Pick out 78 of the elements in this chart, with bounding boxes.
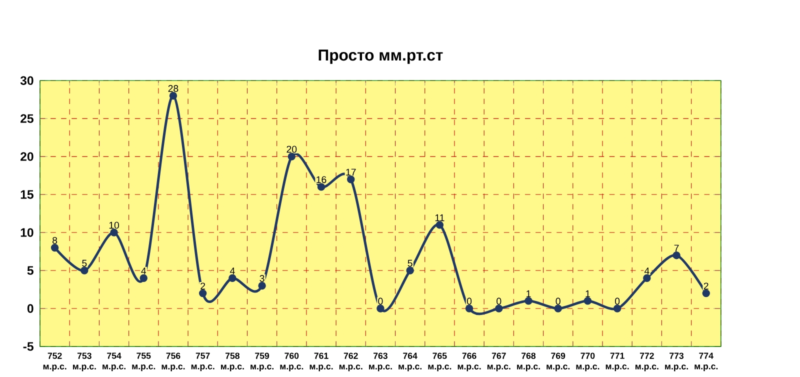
data-label: 0 bbox=[556, 298, 560, 305]
point bbox=[198, 289, 207, 298]
data-label: 20 bbox=[286, 146, 297, 153]
data-label: 0 bbox=[378, 298, 383, 305]
data-label: 0 bbox=[496, 298, 502, 305]
data-label: 5 bbox=[408, 260, 412, 267]
data-label: 7 bbox=[674, 244, 679, 252]
point bbox=[613, 304, 622, 312]
data-label: 2 bbox=[704, 282, 708, 290]
point bbox=[524, 297, 532, 305]
point bbox=[643, 274, 651, 282]
x-tick-label: 753 м.р.с. bbox=[72, 352, 96, 372]
y-tick-label: 5 bbox=[27, 266, 34, 275]
x-tick-label: 769 м.р.с. bbox=[546, 352, 570, 372]
x-tick-label: 757 м.р.с. bbox=[191, 352, 214, 372]
data-label: 1 bbox=[526, 290, 531, 298]
y-tick-label: -5 bbox=[23, 342, 34, 351]
point bbox=[140, 274, 148, 282]
x-tick-label: 760 м.р.с. bbox=[280, 352, 304, 372]
x-tick-label: 768 м.р.с. bbox=[517, 352, 540, 372]
point bbox=[169, 92, 178, 100]
x-tick-label: 752 м.р.с. bbox=[43, 352, 66, 372]
point bbox=[702, 289, 710, 298]
x-tick-label: 759 м.р.с. bbox=[250, 352, 274, 372]
point bbox=[80, 266, 88, 274]
point bbox=[228, 274, 236, 282]
x-tick-label: 771 м.р.с. bbox=[606, 352, 629, 372]
x-tick-label: 763 м.р.с. bbox=[369, 352, 392, 372]
point bbox=[50, 244, 59, 252]
point bbox=[110, 228, 118, 236]
point bbox=[495, 304, 503, 312]
x-tick-label: 755 м.р.с. bbox=[132, 352, 156, 372]
x-tick-label: 772 м.р.с. bbox=[635, 352, 658, 372]
point bbox=[258, 282, 266, 290]
point bbox=[346, 175, 355, 184]
data-label: 0 bbox=[466, 298, 472, 305]
point bbox=[406, 266, 414, 274]
x-tick-label: 766 м.р.с. bbox=[458, 352, 481, 372]
point bbox=[317, 183, 326, 191]
data-label: 5 bbox=[82, 260, 87, 267]
y-tick-label: 30 bbox=[20, 76, 34, 85]
x-tick-label: 758 м.р.с. bbox=[221, 352, 244, 372]
x-tick-label: 761 м.р.с. bbox=[310, 352, 333, 372]
y-tick-label: 20 bbox=[20, 152, 34, 161]
x-tick-label: 767 м.р.с. bbox=[487, 352, 510, 372]
data-label: 4 bbox=[230, 268, 235, 274]
data-label: 0 bbox=[615, 298, 620, 305]
data-label: 11 bbox=[435, 214, 444, 222]
data-label: 28 bbox=[168, 85, 178, 92]
y-tick-label: 0 bbox=[27, 304, 34, 313]
point bbox=[554, 304, 562, 312]
x-tick-label: 773 м.р.с. bbox=[665, 352, 688, 372]
data-label: 3 bbox=[260, 274, 264, 282]
x-tick-label: 762 м.р.с. bbox=[339, 352, 362, 372]
point bbox=[436, 221, 444, 229]
y-tick-label: 25 bbox=[20, 114, 34, 123]
y-tick-label: 10 bbox=[20, 228, 34, 237]
x-tick-label: 754 м.р.с. bbox=[102, 352, 126, 372]
data-label: 17 bbox=[346, 168, 356, 176]
data-label: 1 bbox=[586, 290, 590, 298]
data-label: 4 bbox=[644, 268, 650, 274]
point bbox=[376, 304, 384, 312]
point bbox=[584, 297, 592, 305]
x-tick-label: 765 м.р.с. bbox=[428, 352, 452, 372]
point bbox=[672, 251, 680, 260]
chart-title: Просто мм.рт.ст bbox=[318, 50, 443, 64]
data-label: 16 bbox=[316, 176, 326, 184]
y-tick-label: 15 bbox=[20, 190, 34, 199]
x-tick-label: 770 м.р.с. bbox=[576, 352, 600, 372]
data-label: 2 bbox=[200, 282, 206, 290]
x-tick-label: 756 м.р.с. bbox=[162, 352, 185, 372]
data-label: 4 bbox=[141, 268, 146, 274]
x-tick-label: 774 м.р.с. bbox=[694, 352, 718, 372]
point bbox=[288, 152, 296, 160]
data-label: 10 bbox=[109, 222, 120, 229]
x-tick-label: 764 м.р.с. bbox=[398, 352, 422, 372]
point bbox=[465, 304, 474, 312]
data-label: 8 bbox=[52, 236, 58, 244]
